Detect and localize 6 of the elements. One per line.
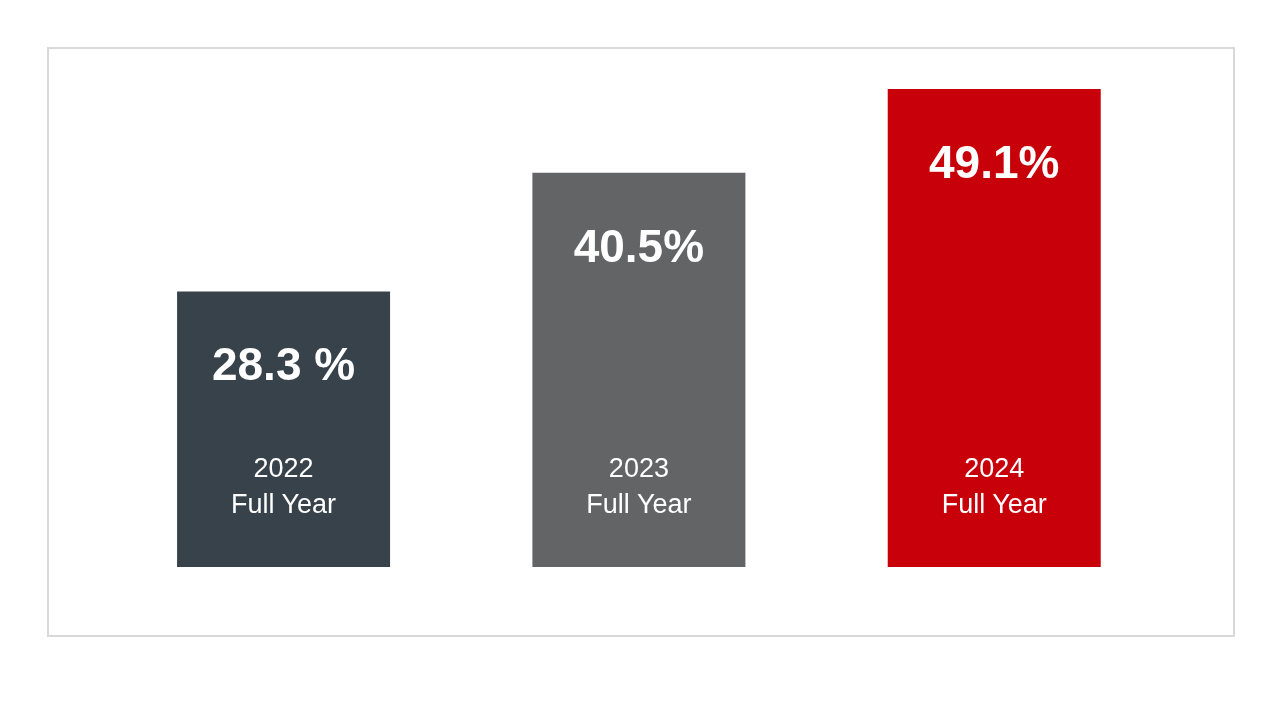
x-tick-label: 2024 Full Year xyxy=(941,453,1047,519)
data-label: 40.5% xyxy=(573,219,705,272)
data-label: 28.3 % xyxy=(211,338,356,391)
x-tick-label: 2022 Full Year xyxy=(231,453,337,519)
data-label: 49.1% xyxy=(929,136,1060,188)
x-tick-label: 2023 Full Year xyxy=(586,453,692,519)
